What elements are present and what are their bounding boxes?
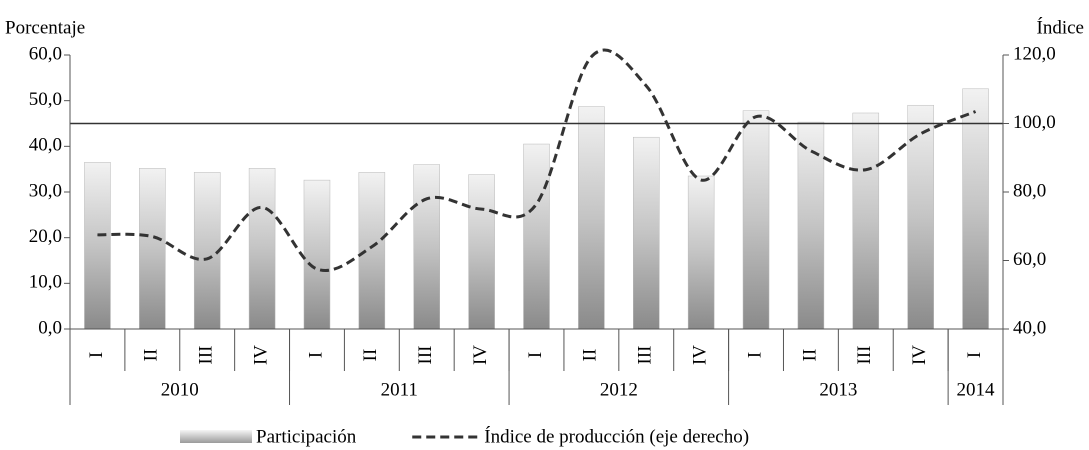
y-tick-label: 50,0 [29, 89, 62, 110]
x-tick-label: IV [909, 345, 930, 365]
y2-tick-label: 100,0 [1013, 112, 1056, 133]
x-tick-label: II [580, 349, 601, 362]
group-label: 2010 [161, 379, 199, 400]
legend-swatch [180, 430, 252, 443]
x-tick-label: IV [470, 345, 491, 365]
legend-label: Índice de producción (eje derecho) [484, 425, 749, 447]
y-tick-label: 60,0 [29, 43, 62, 64]
x-tick-label: I [964, 352, 985, 358]
x-tick-label: III [415, 346, 436, 365]
y2-tick-label: 120,0 [1013, 43, 1056, 64]
bar [139, 168, 166, 330]
bar [633, 136, 660, 330]
x-tick-label: I [525, 352, 546, 358]
y2-tick-label: 40,0 [1013, 317, 1046, 338]
bar [468, 174, 495, 330]
bar [742, 110, 770, 330]
y2-tick-label: 60,0 [1013, 249, 1046, 270]
group-label: 2011 [381, 379, 418, 400]
bar [303, 179, 331, 330]
y-axis-title: Porcentaje [5, 17, 85, 38]
x-tick-label: III [196, 346, 217, 365]
bar [193, 172, 221, 330]
y2-axis-title: Índice [1037, 16, 1084, 38]
y2-tick-label: 80,0 [1013, 180, 1046, 201]
bar [907, 104, 934, 330]
bar [578, 106, 605, 330]
x-tick-label: II [799, 349, 820, 362]
y-tick-label: 20,0 [29, 226, 62, 247]
bar [358, 172, 386, 330]
line-series [97, 48, 977, 272]
bar [687, 175, 715, 330]
x-tick-label: I [86, 352, 107, 358]
bar [852, 112, 880, 330]
legend-label: Participación [256, 426, 357, 447]
bar [413, 164, 440, 330]
group-label: 2014 [957, 379, 996, 400]
bar [84, 162, 111, 330]
x-tick-label: III [854, 346, 875, 365]
bar [962, 88, 989, 330]
x-tick-label: II [360, 349, 381, 362]
x-tick-label: I [305, 352, 326, 358]
x-tick-label: II [141, 349, 162, 362]
group-label: 2012 [600, 379, 638, 400]
x-tick-label: IV [690, 345, 711, 365]
bar [248, 168, 276, 330]
bar [523, 143, 550, 330]
y-tick-label: 30,0 [29, 180, 62, 201]
x-tick-label: I [744, 352, 765, 358]
x-tick-label: III [635, 346, 656, 365]
x-tick-label: IV [250, 345, 271, 365]
y-tick-label: 10,0 [29, 272, 62, 293]
group-label: 2013 [819, 379, 857, 400]
y-tick-label: 40,0 [29, 135, 62, 156]
bar [797, 121, 825, 330]
y-tick-label: 0,0 [38, 317, 62, 338]
